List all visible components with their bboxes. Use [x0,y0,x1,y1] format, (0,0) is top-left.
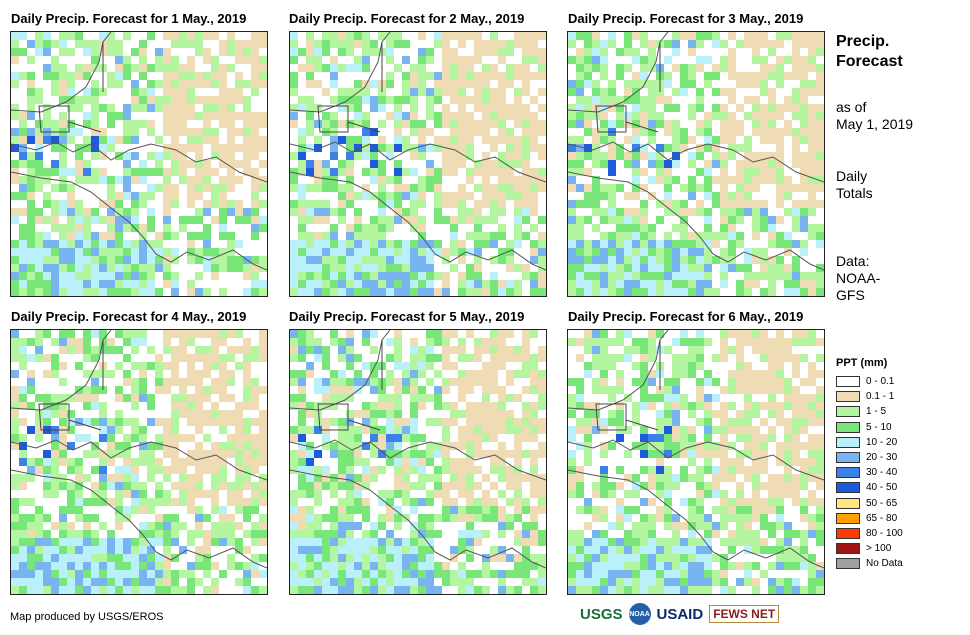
sidebar-daily-line2: Totals [836,185,873,201]
sidebar-daily-totals: Daily Totals [836,168,873,202]
panel-title-4: Daily Precip. Forecast for 4 May., 2019 [11,309,247,324]
legend-swatch [836,512,860,524]
legend-item: 65 - 80 [836,511,903,526]
sidebar-daily-line1: Daily [836,168,868,184]
sidebar-as-of-line2: May 1, 2019 [836,116,914,132]
sidebar-data-line2: NOAA- [836,270,881,286]
logo-strip: USGS NOAA USAID FEWS NET [580,603,780,625]
sidebar-as-of-line1: as of [836,99,867,115]
map-panel-6 [567,329,825,595]
legend-item: 80 - 100 [836,526,903,541]
noaa-logo: NOAA [628,603,651,625]
country-border-outline [38,340,104,431]
fewsnet-logo: FEWS NET [709,605,780,623]
legend-item: 40 - 50 [836,480,903,495]
legend-title: PPT (mm) [836,357,888,369]
map-panel-4 [10,329,268,595]
legend-label: 50 - 65 [866,497,898,509]
legend-label: 65 - 80 [866,512,898,524]
sidebar-title-line2: Forecast [836,53,903,70]
sidebar-data-source: Data: NOAA- GFS [836,253,880,304]
legend-item: 30 - 40 [836,465,903,480]
legend-label: 20 - 30 [866,452,898,464]
legend-item: 5 - 10 [836,420,903,435]
map-canvas-6 [568,330,824,594]
map-panel-3 [567,31,825,297]
country-border-outline [595,42,661,133]
legend-swatch [836,421,860,433]
legend-label: 0.1 - 1 [866,391,895,403]
map-canvas-3 [568,32,824,296]
legend-swatch [836,436,860,448]
legend-swatch [836,558,860,570]
legend: PPT (mm) 0 - 0.1 0.1 - 1 1 - 5 5 - 10 10 - 2… [836,357,903,571]
legend-label: > 100 [866,543,892,555]
legend-swatch [836,391,860,403]
panel-title-6: Daily Precip. Forecast for 6 May., 2019 [568,309,804,324]
legend-swatch [836,406,860,418]
legend-label: 0 - 0.1 [866,376,895,388]
panel-title-5: Daily Precip. Forecast for 5 May., 2019 [289,309,525,324]
usgs-logo: USGS [580,605,623,623]
map-panel-1 [10,31,268,297]
legend-swatch [836,376,860,388]
legend-swatch [836,497,860,509]
legend-item: 0.1 - 1 [836,389,903,404]
legend-label: 30 - 40 [866,467,898,479]
legend-swatch [836,527,860,539]
country-border-outline [317,340,383,431]
map-canvas-2 [290,32,546,296]
legend-label: No Data [866,558,903,570]
panel-title-3: Daily Precip. Forecast for 3 May., 2019 [568,11,804,26]
legend-item: 1 - 5 [836,404,903,419]
legend-swatch [836,467,860,479]
map-canvas-1 [11,32,267,296]
country-border-outline [38,42,104,133]
legend-swatch [836,452,860,464]
legend-item: 50 - 65 [836,496,903,511]
legend-swatch [836,543,860,555]
country-border-outline [595,340,661,431]
legend-item: 10 - 20 [836,435,903,450]
legend-label: 5 - 10 [866,421,892,433]
map-panel-2 [289,31,547,297]
legend-item: 20 - 30 [836,450,903,465]
legend-label: 1 - 5 [866,406,887,418]
legend-label: 80 - 100 [866,527,903,539]
panel-title-1: Daily Precip. Forecast for 1 May., 2019 [11,11,247,26]
sidebar-as-of: as of May 1, 2019 [836,99,913,133]
map-canvas-4 [11,330,267,594]
legend-label: 10 - 20 [866,436,898,448]
sidebar-data-line3: GFS [836,287,865,303]
country-border-outline [317,42,383,133]
map-panel-5 [289,329,547,595]
legend-item: No Data [836,556,903,571]
legend-item: 0 - 0.1 [836,374,903,389]
legend-items: 0 - 0.1 0.1 - 1 1 - 5 5 - 10 10 - 20 20 - 30 3… [836,374,903,571]
map-canvas-5 [290,330,546,594]
legend-item: > 100 [836,541,903,556]
usaid-logo: USAID [656,605,704,623]
legend-swatch [836,482,860,494]
sidebar-title-line1: Precip. [836,33,890,50]
sidebar-title: Precip. Forecast [836,32,903,72]
legend-label: 40 - 50 [866,482,898,494]
sidebar-data-line1: Data: [836,253,870,269]
panel-title-2: Daily Precip. Forecast for 2 May., 2019 [289,11,525,26]
map-credit: Map produced by USGS/EROS [10,611,164,623]
